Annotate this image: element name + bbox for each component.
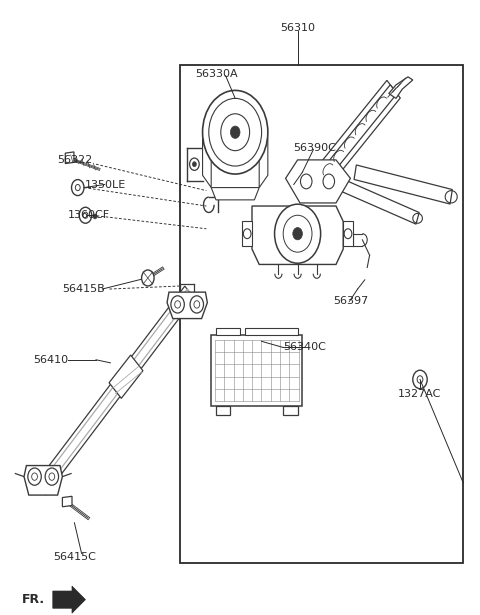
Polygon shape [53,586,85,613]
Circle shape [203,90,268,174]
Bar [180,65,463,563]
Polygon shape [283,406,298,415]
Circle shape [275,204,321,263]
Text: 56410: 56410 [33,355,68,365]
Circle shape [293,228,302,240]
Polygon shape [203,138,211,188]
Polygon shape [252,206,343,264]
Text: 56340C: 56340C [283,343,326,352]
Circle shape [171,296,184,313]
Polygon shape [354,165,452,204]
Circle shape [45,468,59,485]
Polygon shape [211,188,259,200]
Text: 56390C: 56390C [293,143,336,153]
Text: 1360CF: 1360CF [68,210,110,220]
Polygon shape [259,138,268,188]
Polygon shape [286,160,350,203]
Polygon shape [242,221,252,246]
Text: 56322: 56322 [57,155,92,165]
Circle shape [79,207,92,223]
Text: 56397: 56397 [333,296,368,306]
Polygon shape [216,328,240,335]
Polygon shape [343,221,353,246]
Polygon shape [389,77,413,98]
Circle shape [93,214,97,219]
Polygon shape [313,85,397,189]
Polygon shape [245,328,298,335]
Circle shape [190,296,204,313]
Circle shape [28,468,41,485]
Circle shape [72,180,84,196]
Text: 56415C: 56415C [53,552,96,561]
Text: 1350LE: 1350LE [85,180,126,189]
Circle shape [190,158,199,170]
Text: 56415B: 56415B [62,284,106,294]
Polygon shape [62,496,72,507]
Circle shape [243,229,251,239]
Circle shape [192,162,196,167]
Polygon shape [24,466,62,495]
Polygon shape [109,355,143,399]
Polygon shape [325,173,419,224]
Circle shape [413,370,427,389]
Circle shape [230,126,240,138]
Text: 56330A: 56330A [195,69,237,79]
Polygon shape [65,152,74,164]
Circle shape [300,174,312,189]
Text: 1327AC: 1327AC [398,389,442,399]
Text: FR.: FR. [22,593,45,606]
Text: 56310: 56310 [280,23,315,33]
Polygon shape [216,406,230,415]
Polygon shape [211,335,302,406]
Polygon shape [167,292,207,319]
Circle shape [323,174,335,189]
Polygon shape [310,81,400,193]
Polygon shape [36,286,194,495]
Circle shape [344,229,352,239]
Circle shape [142,270,154,286]
